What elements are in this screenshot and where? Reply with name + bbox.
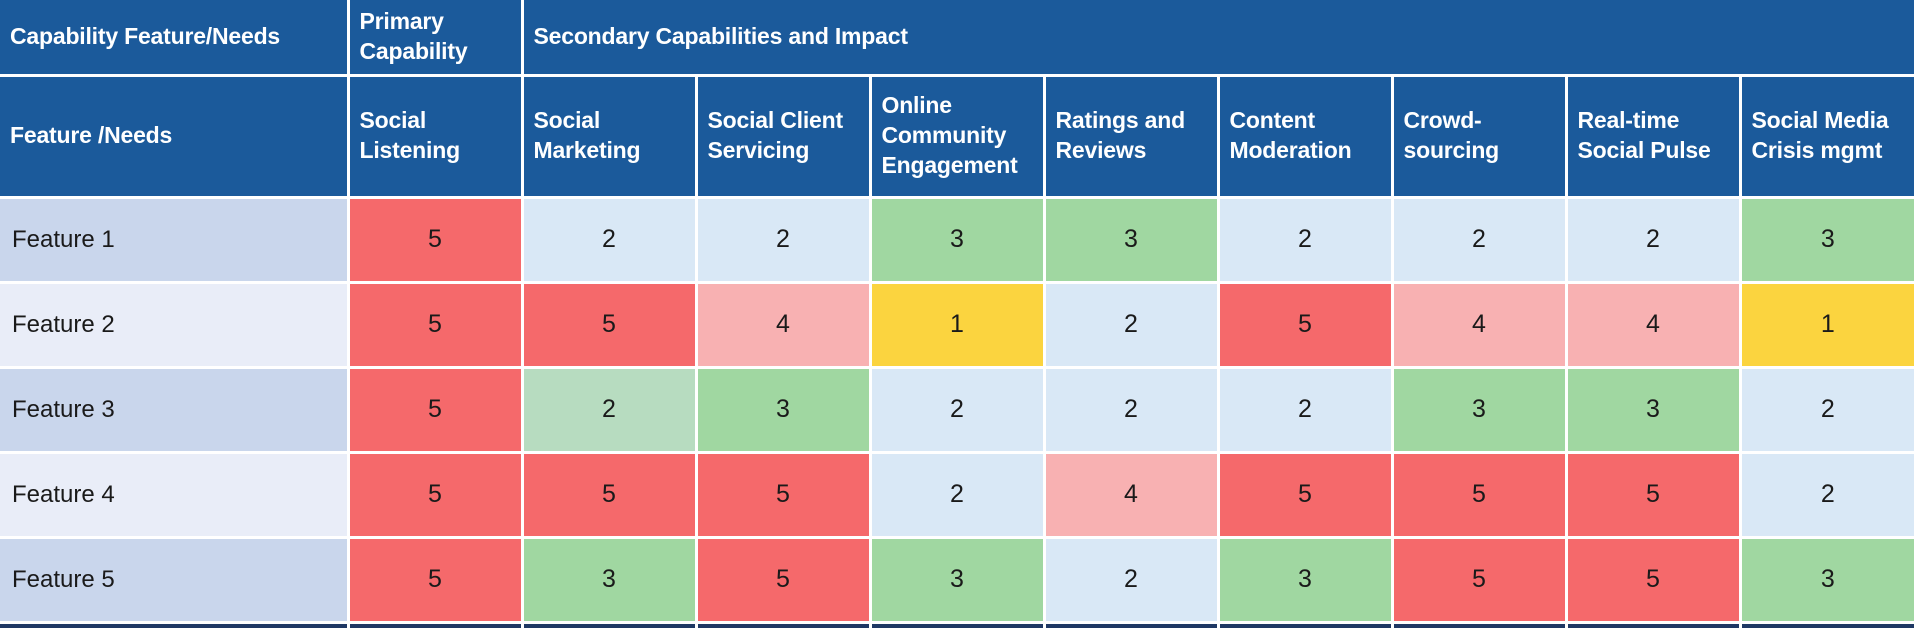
row-label: Feature 1 xyxy=(0,195,350,284)
value-cell: 5 xyxy=(520,450,698,539)
value-cell: 2 xyxy=(1042,535,1220,624)
value-cell: 2 xyxy=(694,195,872,284)
strip-cell xyxy=(1042,620,1220,631)
strip-cell xyxy=(1738,620,1914,631)
value-cell: 5 xyxy=(1216,450,1394,539)
value-cell: 5 xyxy=(520,280,698,369)
value-cell: 5 xyxy=(694,450,872,539)
strip-cell xyxy=(1390,620,1568,631)
strip-cell xyxy=(694,620,872,631)
value-cell: 3 xyxy=(1738,535,1914,624)
header-secondary-capabilities: Secondary Capabilities and Impact xyxy=(520,0,1914,77)
value-cell: 2 xyxy=(520,365,698,454)
strip-cell xyxy=(520,620,698,631)
value-cell: 3 xyxy=(868,535,1046,624)
strip-cell xyxy=(1564,620,1742,631)
value-cell: 4 xyxy=(1564,280,1742,369)
column-header-8: Real-time Social Pulse xyxy=(1564,73,1742,199)
column-header-1: Social Listening xyxy=(346,73,524,199)
header-columns-row: Feature /Needs Social Listening Social Ma… xyxy=(0,73,1914,199)
value-cell: 2 xyxy=(1216,365,1394,454)
value-cell: 4 xyxy=(1390,280,1568,369)
value-cell: 3 xyxy=(694,365,872,454)
value-cell: 5 xyxy=(1390,535,1568,624)
value-cell: 5 xyxy=(1216,280,1394,369)
column-header-4: Online Community Engagement xyxy=(868,73,1046,199)
value-cell: 3 xyxy=(1738,195,1914,284)
strip-cell xyxy=(346,620,524,631)
header-capability-feature-needs: Capability Feature/Needs xyxy=(0,0,350,77)
header-feature-needs: Feature /Needs xyxy=(0,73,350,199)
value-cell: 5 xyxy=(346,535,524,624)
value-cell: 2 xyxy=(868,450,1046,539)
value-cell: 1 xyxy=(1738,280,1914,369)
column-header-9: Social Media Crisis mgmt xyxy=(1738,73,1914,199)
value-cell: 3 xyxy=(1564,365,1742,454)
value-cell: 3 xyxy=(520,535,698,624)
value-cell: 5 xyxy=(346,365,524,454)
value-cell: 3 xyxy=(1390,365,1568,454)
row-label: Feature 2 xyxy=(0,280,350,369)
value-cell: 4 xyxy=(694,280,872,369)
value-cell: 2 xyxy=(1564,195,1742,284)
value-cell: 4 xyxy=(1042,450,1220,539)
value-cell: 5 xyxy=(1390,450,1568,539)
row-label: Feature 4 xyxy=(0,450,350,539)
value-cell: 2 xyxy=(520,195,698,284)
value-cell: 5 xyxy=(346,450,524,539)
row-label: Feature 5 xyxy=(0,535,350,624)
value-cell: 3 xyxy=(1042,195,1220,284)
column-header-7: Crowd-sourcing xyxy=(1390,73,1568,199)
value-cell: 5 xyxy=(1564,535,1742,624)
header-primary-capability: Primary Capability xyxy=(346,0,524,77)
value-cell: 2 xyxy=(1738,365,1914,454)
value-cell: 3 xyxy=(868,195,1046,284)
value-cell: 3 xyxy=(1216,535,1394,624)
value-cell: 2 xyxy=(1738,450,1914,539)
row-label: Feature 3 xyxy=(0,365,350,454)
column-header-5: Ratings and Reviews xyxy=(1042,73,1220,199)
value-cell: 5 xyxy=(346,280,524,369)
value-cell: 2 xyxy=(1216,195,1394,284)
value-cell: 2 xyxy=(868,365,1046,454)
column-header-3: Social Client Servicing xyxy=(694,73,872,199)
value-cell: 2 xyxy=(1042,280,1220,369)
value-cell: 5 xyxy=(1564,450,1742,539)
value-cell: 5 xyxy=(694,535,872,624)
value-cell: 2 xyxy=(1390,195,1568,284)
value-cell: 2 xyxy=(1042,365,1220,454)
strip-cell xyxy=(868,620,1046,631)
matrix-body: Feature 1 5 2 2 3 3 2 2 2 3 Feature 2 5 5 4 1 2 5 4 4 1 Feat… xyxy=(0,195,1914,631)
strip-cell xyxy=(1216,620,1394,631)
value-cell: 5 xyxy=(346,195,524,284)
header-group-row: Capability Feature/Needs Primary Capabil… xyxy=(0,0,1914,77)
column-header-2: Social Marketing xyxy=(520,73,698,199)
column-header-6: Content Moderation xyxy=(1216,73,1394,199)
value-cell: 1 xyxy=(868,280,1046,369)
strip-cell xyxy=(0,620,350,631)
cropped-next-row-strip xyxy=(0,620,1914,631)
